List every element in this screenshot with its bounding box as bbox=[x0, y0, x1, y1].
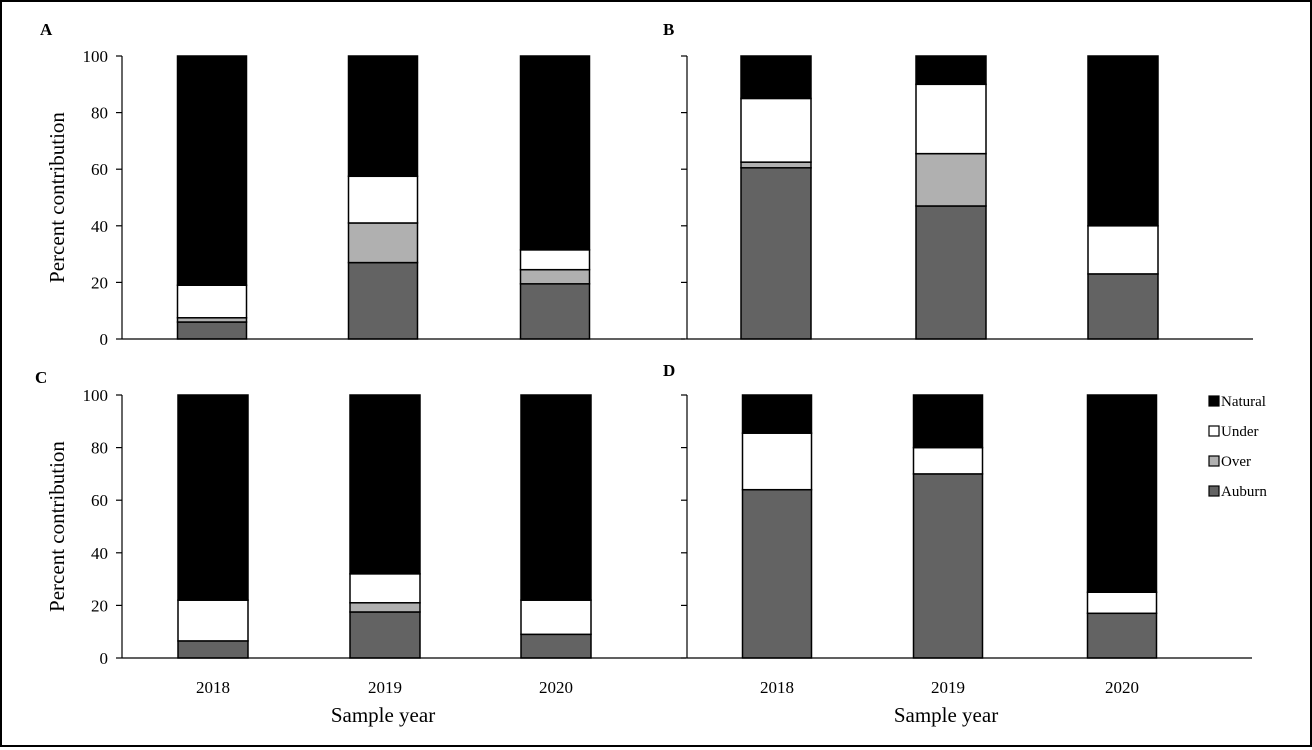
panel-label: B bbox=[663, 20, 674, 39]
bar-segment-under-2019 bbox=[912, 446, 984, 475]
bar-segment-natural-2019 bbox=[349, 394, 421, 575]
x-tick-label: 2020 bbox=[539, 678, 573, 697]
bar-segment-under-2020 bbox=[519, 249, 591, 271]
bar-segment-over-2020 bbox=[519, 268, 591, 285]
legend-item-under: Under bbox=[1208, 424, 1259, 440]
x-axis-title: Sample year bbox=[331, 703, 435, 727]
bar-segment-auburn-2020 bbox=[1086, 612, 1158, 659]
panel-label: C bbox=[35, 368, 47, 387]
bar-segment-auburn-2019 bbox=[912, 473, 984, 659]
y-tick-label: 60 bbox=[91, 491, 108, 510]
y-tick-label: 40 bbox=[91, 544, 108, 563]
x-tick-label: 2019 bbox=[368, 678, 402, 697]
x-tick-label: 2019 bbox=[931, 678, 965, 697]
x-tick-label: 2018 bbox=[760, 678, 794, 697]
bar-segment-auburn-2018 bbox=[176, 321, 248, 340]
bar-segment-under-2020 bbox=[1087, 225, 1159, 275]
panel-c: C 0 20 40 60 80 100 Percent contribution 2018 201… bbox=[35, 368, 686, 727]
x-tick-label: 2018 bbox=[196, 678, 230, 697]
x-axis-title: Sample year bbox=[894, 703, 998, 727]
x-tick-label: 2020 bbox=[1105, 678, 1139, 697]
bar-segment-natural-2020 bbox=[520, 394, 592, 601]
bar-segment-natural-2018 bbox=[176, 55, 248, 286]
bar-segment-under-2018 bbox=[177, 599, 249, 642]
panel-a: A 0 20 40 60 80 100 Percent contribution bbox=[40, 20, 685, 349]
y-tick-label: 100 bbox=[83, 386, 109, 405]
bar-segment-auburn-2018 bbox=[740, 167, 812, 340]
y-tick-label: 0 bbox=[100, 330, 109, 349]
legend-swatch-under bbox=[1208, 425, 1220, 437]
bar-segment-over-2019 bbox=[915, 152, 987, 207]
bar-segment-auburn-2019 bbox=[347, 261, 419, 340]
bar-segment-under-2018 bbox=[176, 284, 248, 319]
y-tick-label: 40 bbox=[91, 217, 108, 236]
bar-segment-auburn-2019 bbox=[349, 611, 421, 659]
bar-segment-natural-2018 bbox=[740, 55, 812, 100]
bar-segment-under-2019 bbox=[347, 175, 419, 224]
bar-segment-under-2018 bbox=[740, 97, 812, 163]
bar-segment-natural-2020 bbox=[1086, 394, 1158, 593]
y-axis-title: Percent contribution bbox=[45, 112, 69, 283]
bar-segment-over-2019 bbox=[349, 602, 421, 613]
legend-swatch-over bbox=[1208, 455, 1220, 467]
y-tick-label: 100 bbox=[83, 47, 109, 66]
bar-segment-natural-2019 bbox=[912, 394, 984, 449]
y-tick-label: 20 bbox=[91, 596, 108, 615]
bar-segment-over-2019 bbox=[347, 222, 419, 264]
y-tick-label: 0 bbox=[100, 649, 109, 668]
panel-label: D bbox=[663, 361, 675, 380]
bar-segment-auburn-2020 bbox=[520, 633, 592, 659]
legend-label: Over bbox=[1221, 454, 1251, 470]
legend-label: Under bbox=[1221, 424, 1259, 440]
bar-segment-under-2020 bbox=[520, 599, 592, 636]
legend-label: Auburn bbox=[1221, 484, 1267, 500]
bar-segment-under-2019 bbox=[349, 573, 421, 604]
bar-segment-under-2018 bbox=[741, 432, 813, 491]
legend-item-natural: Natural bbox=[1208, 394, 1266, 410]
bar-segment-natural-2020 bbox=[519, 55, 591, 251]
legend-item-over: Over bbox=[1208, 454, 1251, 470]
bar-segment-natural-2019 bbox=[915, 55, 987, 86]
bar-segment-auburn-2019 bbox=[915, 205, 987, 340]
y-tick-label: 20 bbox=[91, 273, 108, 292]
bar-segment-auburn-2020 bbox=[1087, 273, 1159, 340]
bar-segment-natural-2019 bbox=[347, 55, 419, 178]
bar-segment-auburn-2020 bbox=[519, 283, 591, 340]
bar-segment-over-2018 bbox=[740, 161, 812, 169]
bar-segment-natural-2018 bbox=[177, 394, 249, 601]
bar-segment-natural-2020 bbox=[1087, 55, 1159, 227]
bar-segment-under-2020 bbox=[1086, 591, 1158, 615]
legend-swatch-natural bbox=[1208, 395, 1220, 407]
bar-segment-natural-2018 bbox=[741, 394, 813, 434]
bar-segment-auburn-2018 bbox=[741, 488, 813, 659]
legend-swatch-auburn bbox=[1208, 485, 1220, 497]
y-axis-title: Percent contribution bbox=[45, 441, 69, 612]
y-tick-label: 60 bbox=[91, 160, 108, 179]
panel-b: B bbox=[663, 20, 1253, 340]
y-tick-label: 80 bbox=[91, 439, 108, 458]
panel-d: D 2018 2019 2020 Sample year bbox=[663, 361, 1252, 727]
bar-segment-under-2019 bbox=[915, 83, 987, 155]
bar-segment-auburn-2018 bbox=[177, 640, 249, 659]
legend: Natural Under Over Auburn bbox=[1208, 394, 1267, 500]
y-tick-label: 80 bbox=[91, 104, 108, 123]
legend-item-auburn: Auburn bbox=[1208, 484, 1267, 500]
panel-label: A bbox=[40, 20, 53, 39]
legend-label: Natural bbox=[1221, 394, 1266, 410]
